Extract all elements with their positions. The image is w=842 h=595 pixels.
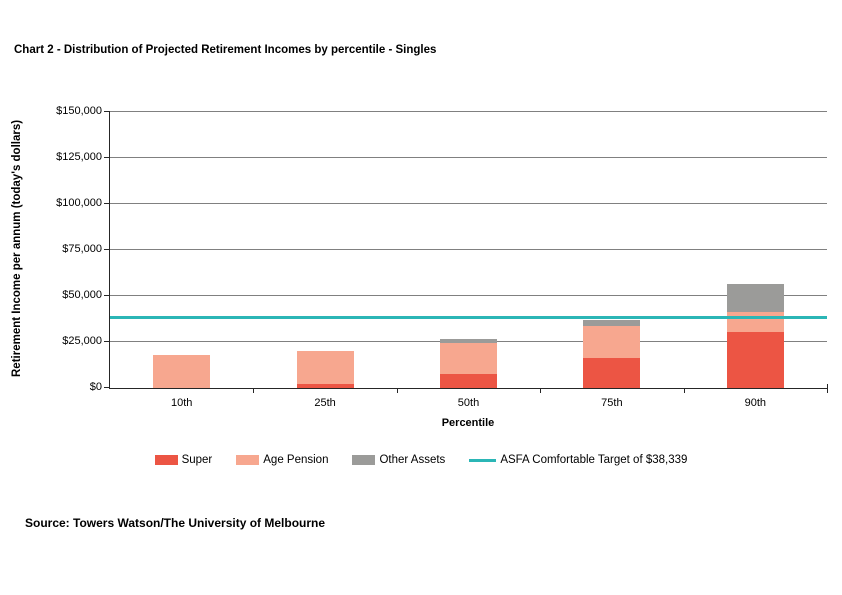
plot-area [110, 111, 827, 388]
legend-label-age-pension: Age Pension [263, 454, 329, 466]
x-tick-label-90th: 90th [744, 397, 766, 409]
bar-segment-other_assets-75th [583, 319, 641, 327]
legend-item-super: Super [154, 454, 213, 466]
bar-25th [296, 112, 354, 388]
bar-segment-age_pension-75th [583, 326, 641, 358]
legend-swatch-asfa-target-line-icon [469, 458, 497, 462]
gridline [110, 203, 827, 204]
legend: Super Age Pension Other Assets ASFA Comf… [0, 452, 842, 468]
x-axis-line [109, 388, 828, 389]
x-axis-tick [396, 389, 398, 393]
legend-item-other-assets: Other Assets [352, 454, 445, 466]
legend-label-asfa-target: ASFA Comfortable Target of $38,339 [500, 454, 688, 466]
x-axis-tick [827, 389, 828, 393]
gridline [110, 295, 827, 296]
legend-swatch-age-pension-icon [236, 455, 260, 465]
y-axis-tick [104, 249, 110, 250]
source-note: Source: Towers Watson/The University of … [25, 516, 326, 530]
x-axis-tick [683, 389, 685, 393]
asfa-target-line [110, 315, 827, 319]
chart-title: Chart 2 - Distribution of Projected Reti… [14, 44, 437, 56]
legend-swatch-other-assets-icon [352, 455, 376, 465]
bar-10th [153, 112, 211, 388]
y-axis-tick [104, 203, 110, 204]
x-axis-tick [253, 389, 255, 393]
bar-segment-other_assets-50th [440, 339, 497, 343]
bar-75th [583, 112, 641, 388]
y-axis-tick [104, 111, 110, 112]
bar-90th [726, 112, 784, 388]
x-axis-tick [540, 389, 542, 393]
x-tick-label-25th: 25th [314, 397, 336, 409]
bar-50th [440, 112, 497, 388]
legend-label-super: Super [181, 454, 213, 466]
y-tick-label: $150,000 [56, 105, 102, 117]
x-tick-label-50th: 50th [457, 397, 480, 409]
x-axis-title: Percentile [441, 417, 495, 429]
y-tick-label: $0 [89, 381, 102, 393]
bar-segment-super-90th [726, 331, 784, 388]
x-axis-end-tick [827, 384, 828, 388]
bar-segment-age_pension-50th [440, 342, 497, 375]
bar-segment-super-50th [440, 374, 497, 388]
y-tick-label: $75,000 [62, 243, 102, 255]
bar-segment-super-25th [296, 384, 354, 388]
x-tick-label-75th: 75th [601, 397, 623, 409]
y-axis-tick [104, 157, 110, 158]
bar-segment-age_pension-90th [726, 311, 784, 332]
gridline [110, 111, 827, 112]
y-tick-label: $50,000 [62, 289, 102, 301]
bar-segment-age_pension-25th [296, 351, 354, 385]
y-axis-tick [104, 295, 110, 296]
bar-segment-other_assets-90th [726, 284, 784, 312]
y-tick-label: $100,000 [56, 197, 102, 209]
y-axis-tick [104, 341, 110, 342]
gridline [110, 157, 827, 158]
y-tick-label: $25,000 [62, 335, 102, 347]
bar-segment-super-75th [583, 357, 641, 388]
legend-label-other-assets: Other Assets [379, 454, 446, 466]
bar-segment-age_pension-10th [153, 354, 211, 388]
y-tick-label: $125,000 [56, 151, 102, 163]
x-tick-label-10th: 10th [170, 397, 193, 409]
y-axis-line [109, 112, 110, 389]
legend-item-age-pension: Age Pension [236, 454, 328, 466]
y-axis-tick [104, 387, 110, 388]
legend-swatch-super-icon [154, 455, 178, 465]
gridline [110, 249, 827, 250]
legend-item-asfa-target: ASFA Comfortable Target of $38,339 [469, 454, 687, 466]
